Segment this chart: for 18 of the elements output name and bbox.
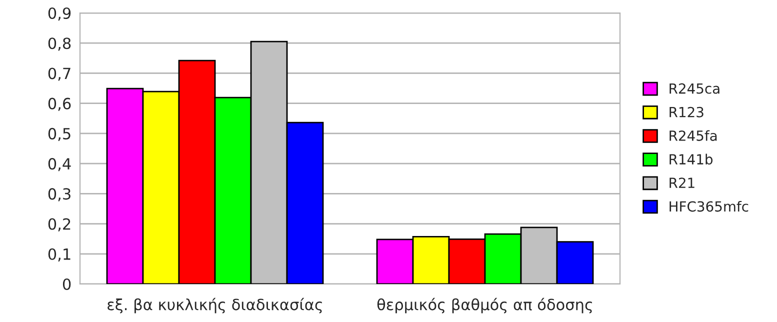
x-tick-label: θερμικός βαθμός απ όδοσης — [377, 298, 592, 314]
x-tick-label: εξ. βα κυκλικής διαδικασίας — [108, 298, 322, 314]
y-tick-label: 0,5 — [48, 128, 70, 142]
legend-label: R141b — [670, 154, 713, 165]
y-tick-label: 0,2 — [48, 218, 70, 232]
y-tick-label: 0,3 — [48, 188, 70, 202]
y-tick-label: 0 — [62, 278, 71, 290]
y-tick-label: 0,4 — [48, 158, 71, 172]
legend-label: R123 — [670, 106, 704, 118]
y-tick-label: 0,6 — [48, 98, 71, 111]
legend-label: HFC365mfc — [670, 200, 748, 212]
legend-label: R245ca — [670, 83, 720, 94]
y-tick-label: 0,7 — [48, 68, 70, 81]
legend-label: R21 — [670, 178, 694, 188]
y-tick-label: 0,1 — [48, 248, 70, 262]
legend-label: R245fa — [670, 130, 717, 141]
y-tick-label: 0,8 — [48, 38, 71, 51]
y-tick-label: 0,9 — [48, 7, 71, 21]
